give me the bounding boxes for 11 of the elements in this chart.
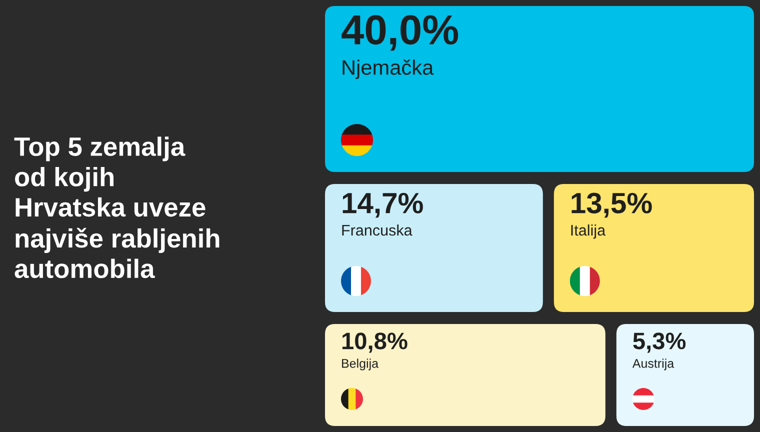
data-label: 13,5%: [572, 192, 652, 218]
category-label: Francuska: [342, 224, 412, 236]
data-label: 14,7%: [342, 192, 423, 218]
data-label: 10,8%: [342, 332, 408, 353]
text: Top 5 zemalja od kojih Hrvatska uveze najviše rabljenih automobila: [14, 136, 220, 278]
category-label: Austrija: [632, 358, 674, 370]
category-label: Njemačka: [342, 60, 434, 79]
data-label: 40,0%: [342, 15, 458, 51]
data-label: 5,3%: [633, 332, 686, 353]
category-label: Belgija: [342, 358, 379, 370]
category-label: Italija: [571, 224, 606, 239]
